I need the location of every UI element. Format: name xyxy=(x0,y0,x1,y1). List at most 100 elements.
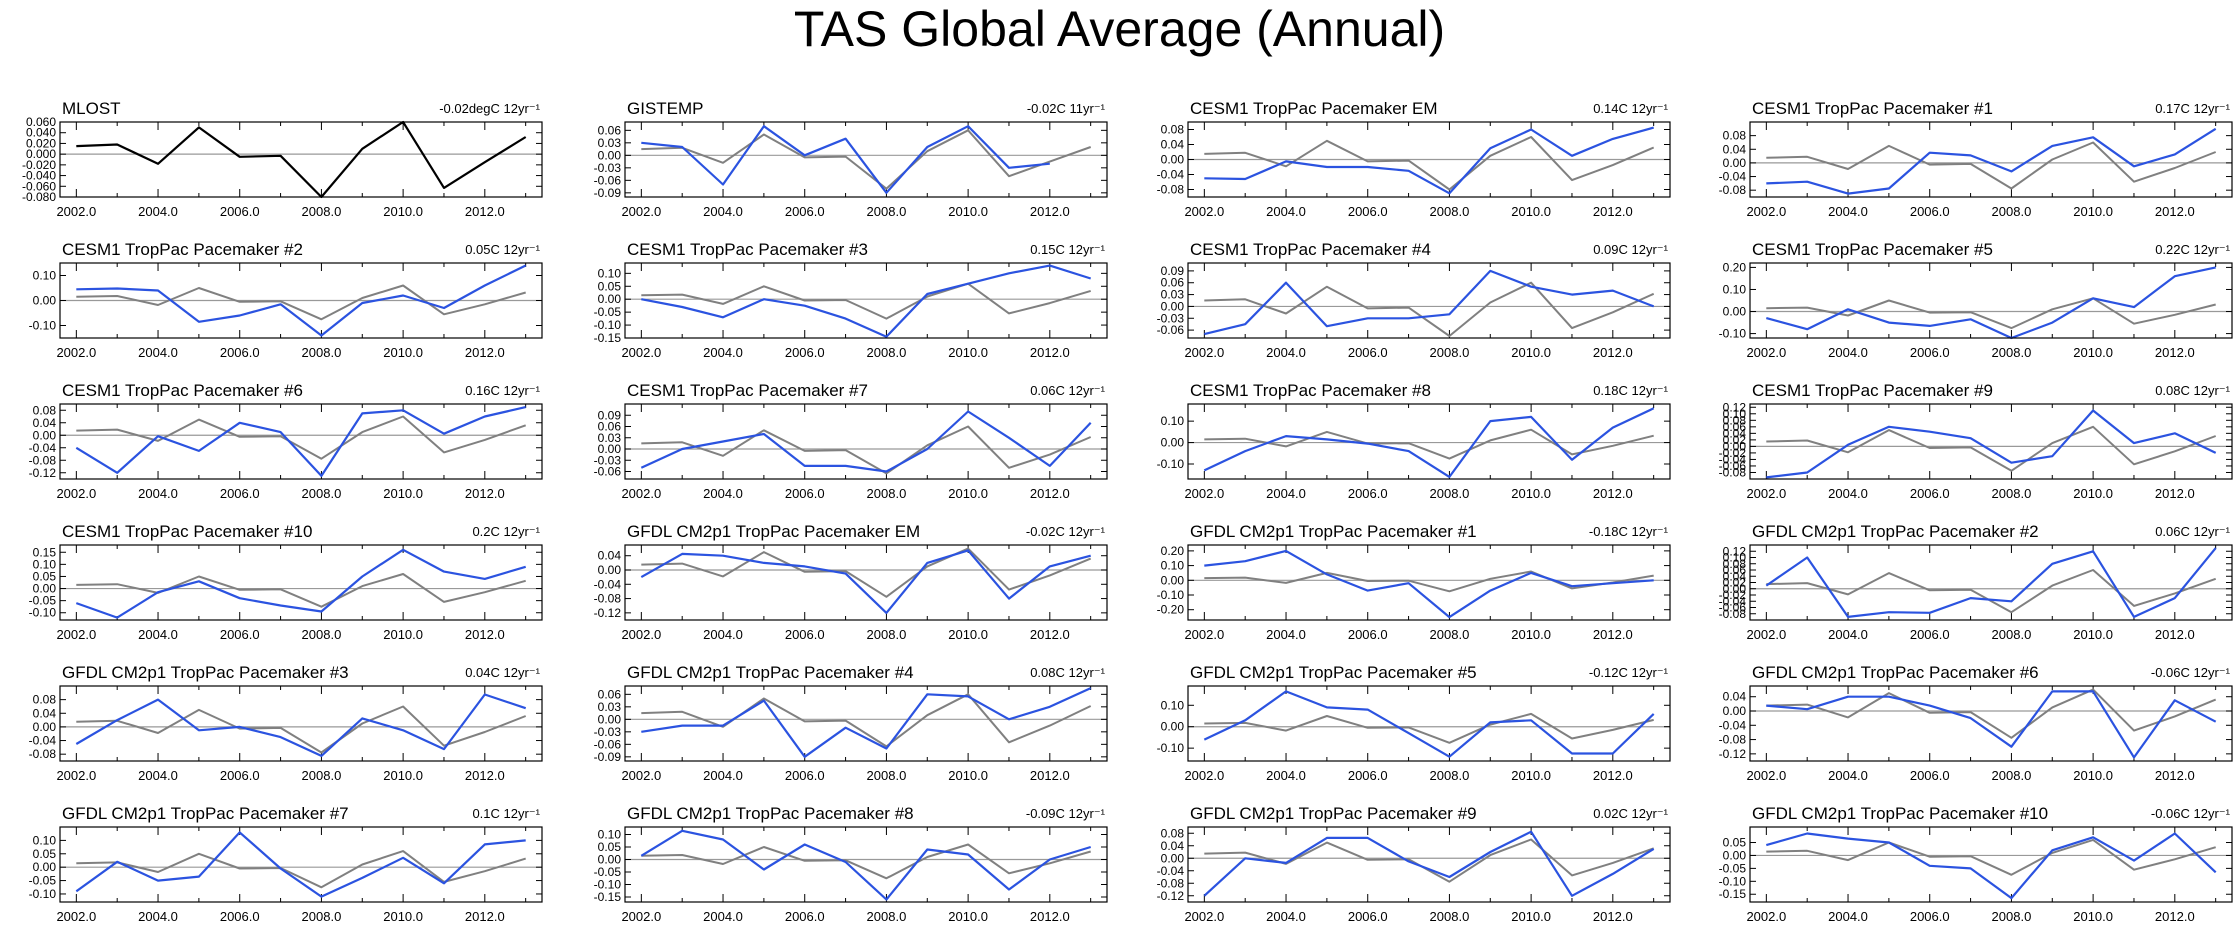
y-tick-label: 0.03 xyxy=(598,136,622,150)
x-tick-label: 2004.0 xyxy=(1828,204,1868,219)
panel-trend: 0.06C 12yr⁻¹ xyxy=(1030,383,1105,398)
y-tick-label: -0.02 xyxy=(1719,588,1747,602)
y-tick-label: 0.08 xyxy=(1723,413,1747,427)
reference-series-line xyxy=(1204,712,1654,744)
data-series-line xyxy=(1203,407,1655,478)
y-tick-label: -0.06 xyxy=(1719,459,1747,473)
y-tick-label: 0.00 xyxy=(598,292,622,306)
chart-panel: CESM1 TropPac Pacemaker #7 0.06C 12yr⁻¹ 0.… xyxy=(594,381,1108,501)
data-series-line xyxy=(76,120,527,199)
plot-frame xyxy=(1749,121,2233,198)
panel-title: MLOST xyxy=(62,99,121,118)
y-tick-label: -0.06 xyxy=(1719,601,1747,615)
x-tick-label: 2004.0 xyxy=(138,768,178,783)
y-tick-label: -0.10 xyxy=(1719,327,1747,341)
x-tick-label: 2010.0 xyxy=(1511,345,1551,360)
reference-series-line xyxy=(641,547,1092,598)
x-tick-label: 2004.0 xyxy=(138,345,178,360)
x-tick-label: 2008.0 xyxy=(1430,204,1470,219)
x-tick-label: 2002.0 xyxy=(1746,204,1786,219)
y-tick-label: 0.09 xyxy=(1161,264,1185,278)
x-tick-label: 2004.0 xyxy=(1266,909,1306,924)
x-tick-label: 2002.0 xyxy=(56,204,96,219)
figure-title: TAS Global Average (Annual) xyxy=(793,1,1446,57)
y-tick-label: -0.04 xyxy=(1719,718,1747,732)
x-tick-label: 2006.0 xyxy=(220,345,260,360)
y-tick-label: -0.12 xyxy=(594,606,622,620)
x-tick-label: 2010.0 xyxy=(2073,909,2113,924)
reference-series-line xyxy=(1766,688,2217,739)
x-tick-label: 2012.0 xyxy=(2155,627,2195,642)
y-tick-label: -0.04 xyxy=(29,441,57,455)
y-tick-label: -0.20 xyxy=(1157,603,1185,617)
y-tick-label: -0.10 xyxy=(1157,741,1185,755)
x-tick-label: 2008.0 xyxy=(302,768,342,783)
y-tick-label: 0.00 xyxy=(33,860,57,874)
panel-title: GFDL CM2p1 TropPac Pacemaker #10 xyxy=(1752,804,2048,823)
y-tick-label: -0.05 xyxy=(594,865,622,879)
reference-series-line xyxy=(641,129,1092,190)
data-series-line xyxy=(1766,409,2217,479)
y-tick-label: -0.05 xyxy=(1719,861,1747,875)
plot-frame xyxy=(1187,544,1671,621)
y-tick-label: -0.10 xyxy=(594,318,622,332)
x-tick-label: 2010.0 xyxy=(2073,486,2113,501)
y-tick-label: -0.08 xyxy=(1157,876,1185,890)
panel-title: GFDL CM2p1 TropPac Pacemaker #6 xyxy=(1752,663,2039,682)
y-tick-label: 0.00 xyxy=(1723,582,1747,596)
y-tick-label: 0.04 xyxy=(1161,138,1185,152)
y-tick-label: -0.09 xyxy=(594,750,622,764)
plot-frame xyxy=(624,544,1108,621)
panel-title: CESM1 TropPac Pacemaker #1 xyxy=(1752,99,1993,118)
x-tick-label: 2004.0 xyxy=(703,345,743,360)
x-tick-label: 2012.0 xyxy=(1593,909,1633,924)
panel-title: GFDL CM2p1 TropPac Pacemaker #7 xyxy=(62,804,349,823)
data-series-line xyxy=(641,125,1050,194)
x-tick-label: 2010.0 xyxy=(2073,627,2113,642)
plot-frame xyxy=(624,262,1108,339)
reference-series-line xyxy=(1766,569,2217,614)
panel-trend: -0.02C 12yr⁻¹ xyxy=(1026,524,1106,539)
data-series-line xyxy=(641,264,1092,338)
x-tick-label: 2010.0 xyxy=(383,768,423,783)
x-tick-label: 2008.0 xyxy=(302,627,342,642)
x-tick-label: 2012.0 xyxy=(465,627,505,642)
x-tick-label: 2002.0 xyxy=(1184,627,1224,642)
y-tick-label: -0.08 xyxy=(29,747,57,761)
y-tick-label: -0.020 xyxy=(22,158,56,172)
y-tick-label: -0.08 xyxy=(29,453,57,467)
panel-trend: 0.02C 12yr⁻¹ xyxy=(1593,806,1668,821)
y-tick-label: -0.12 xyxy=(1157,889,1185,903)
data-series-line xyxy=(75,406,526,477)
data-series-line xyxy=(1204,269,1655,336)
y-tick-label: 0.04 xyxy=(1723,690,1747,704)
x-tick-label: 2004.0 xyxy=(1266,204,1306,219)
y-tick-label: -0.03 xyxy=(594,161,622,175)
x-tick-label: 2004.0 xyxy=(138,204,178,219)
x-tick-label: 2010.0 xyxy=(383,204,423,219)
y-tick-label: -0.15 xyxy=(1719,887,1747,901)
x-tick-label: 2004.0 xyxy=(1266,345,1306,360)
x-tick-label: 2006.0 xyxy=(785,204,825,219)
x-tick-label: 2010.0 xyxy=(383,345,423,360)
x-tick-label: 2012.0 xyxy=(1593,768,1633,783)
panel-trend: 0.06C 12yr⁻¹ xyxy=(2155,524,2230,539)
chart-panel: GFDL CM2p1 TropPac Pacemaker #3 0.04C 12y… xyxy=(29,663,543,783)
x-tick-label: 2002.0 xyxy=(56,627,96,642)
y-tick-label: -0.04 xyxy=(1157,168,1185,182)
chart-panel: MLOST -0.02degC 12yr⁻¹ 0.0600.0400.0200.00… xyxy=(22,99,543,219)
x-tick-label: 2004.0 xyxy=(1828,909,1868,924)
x-tick-label: 2002.0 xyxy=(621,627,661,642)
x-tick-label: 2006.0 xyxy=(1910,204,1950,219)
y-tick-label: 0.03 xyxy=(598,431,622,445)
panel-title: GFDL CM2p1 TropPac Pacemaker #9 xyxy=(1190,804,1477,823)
x-tick-label: 2006.0 xyxy=(220,486,260,501)
y-tick-label: -0.10 xyxy=(594,878,622,892)
y-tick-label: 0.020 xyxy=(26,136,56,150)
x-tick-label: 2002.0 xyxy=(1184,768,1224,783)
y-tick-label: -0.08 xyxy=(594,592,622,606)
x-tick-label: 2002.0 xyxy=(1746,345,1786,360)
x-tick-label: 2002.0 xyxy=(621,204,661,219)
y-tick-label: 0.10 xyxy=(1161,698,1185,712)
x-tick-label: 2012.0 xyxy=(2155,909,2195,924)
